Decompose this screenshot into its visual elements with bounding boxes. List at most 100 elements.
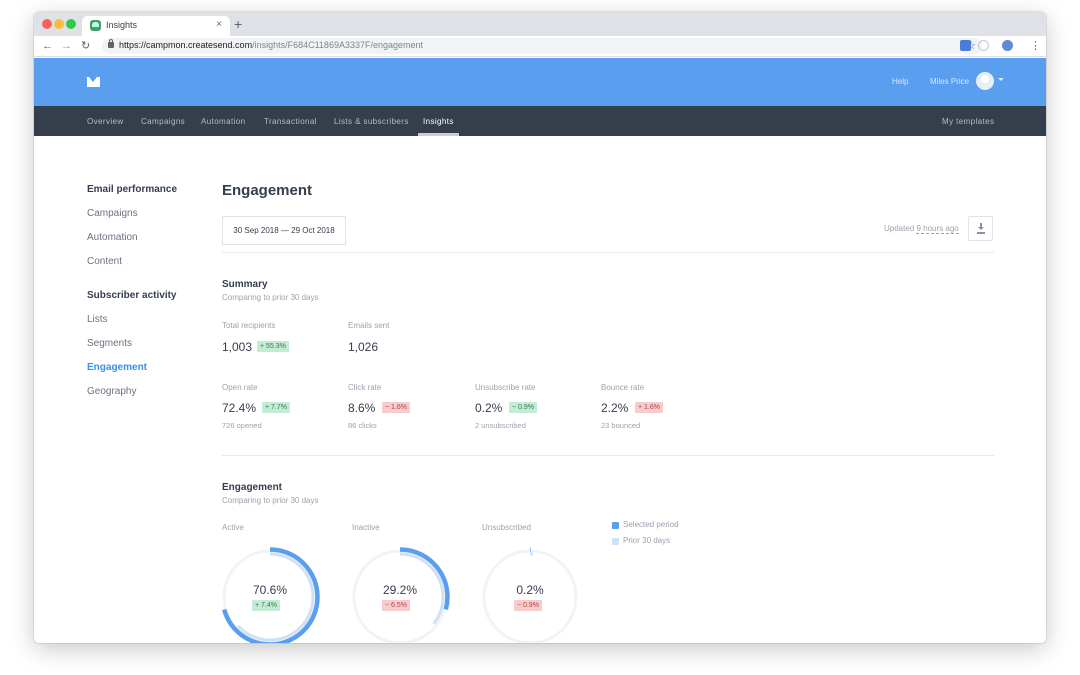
address-bar: ← → ↻ https://campmon.createsend.com/ins… (34, 36, 1046, 57)
favicon-icon (90, 20, 101, 31)
donut-change-badge-active: + 7.4% (252, 600, 280, 611)
donut-value-unsubscribed: 0.2% (516, 583, 544, 597)
help-link[interactable]: Help (892, 77, 909, 86)
bookmark-star-icon[interactable]: ☆ (966, 40, 976, 52)
donut-arc-selected (220, 547, 320, 643)
sidebar-heading-email: Email performance (87, 184, 178, 195)
donut-change-badge-inactive: − 6.5% (382, 600, 410, 611)
updated-ago[interactable]: 9 hours ago (916, 224, 959, 234)
campaign-monitor-logo-icon[interactable] (87, 77, 100, 87)
donut-arc-prior (485, 552, 575, 642)
bounce-rate-value: 2.2% (601, 401, 629, 415)
nav-transactional[interactable]: Transactional (264, 117, 317, 126)
donut-label-unsubscribed: Unsubscribed (482, 523, 531, 532)
extension-icon[interactable] (978, 40, 989, 51)
tab-title: Insights (106, 20, 138, 30)
donut-change-badge-unsubscribed: − 0.9% (514, 600, 542, 611)
app-header: Help Miles Price (34, 58, 1046, 106)
sidebar-item-geography[interactable]: Geography (87, 386, 137, 397)
url-text: https://campmon.createsend.com/insights/… (119, 40, 424, 50)
nav-active-indicator (418, 133, 459, 136)
open-rate-note: 726 opened (222, 421, 262, 430)
open-rate-value: 72.4% (222, 401, 257, 415)
browser-tab[interactable]: Insights × (82, 16, 230, 36)
total-recipients-value: 1,003 (222, 340, 253, 354)
browser-window: Insights × + ← → ↻ https://campmon.creat… (34, 12, 1046, 643)
summary-subheading: Comparing to prior 30 days (222, 293, 319, 302)
maximize-window-icon[interactable] (66, 19, 76, 29)
engagement-heading: Engagement (222, 482, 283, 493)
chevron-down-icon[interactable] (998, 78, 1004, 81)
click-rate-value: 8.6% (348, 401, 376, 415)
donut-value-active: 70.6% (252, 583, 288, 597)
legend-swatch-prior (612, 538, 619, 545)
click-rate-change-badge: − 1.6% (382, 402, 410, 413)
donut-chart-inactive (350, 547, 450, 643)
sidebar-item-content[interactable]: Content (87, 256, 123, 267)
download-button[interactable] (968, 216, 993, 241)
sidebar-item-segments[interactable]: Segments (87, 338, 133, 349)
donut-value-inactive: 29.2% (382, 583, 418, 597)
emails-sent-label: Emails sent (348, 321, 390, 330)
donut-arc-selected (480, 547, 580, 643)
page-title: Engagement (222, 182, 313, 199)
donut-label-inactive: Inactive (352, 523, 380, 532)
new-tab-button[interactable]: + (234, 16, 243, 32)
unsubscribe-rate-change-badge: − 0.9% (509, 402, 537, 413)
nav-automation[interactable]: Automation (201, 117, 246, 126)
unsubscribe-rate-value: 0.2% (475, 401, 503, 415)
donut-arc-prior (355, 552, 445, 642)
legend-swatch-selected (612, 522, 619, 529)
donut-arc-selected (350, 547, 450, 643)
main-nav: Overview Campaigns Automation Transactio… (34, 106, 1046, 136)
donut-chart-unsubscribed (480, 547, 580, 643)
download-icon (977, 223, 985, 234)
nav-lists-subscribers[interactable]: Lists & subscribers (334, 117, 409, 126)
engagement-subheading: Comparing to prior 30 days (222, 496, 319, 505)
sidebar-item-campaigns[interactable]: Campaigns (87, 208, 138, 219)
bounce-rate-note: 23 bounced (601, 421, 641, 430)
bounce-rate-change-badge: + 1.6% (635, 402, 663, 413)
total-recipients-change-badge: + 55.3% (257, 341, 289, 352)
donut-label-active: Active (222, 523, 244, 532)
close-window-icon[interactable] (42, 19, 52, 29)
unsubscribe-rate-note: 2 unsubscribed (475, 421, 526, 430)
lock-icon (108, 39, 114, 48)
tab-close-icon[interactable]: × (216, 19, 222, 30)
bounce-rate-label: Bounce rate (601, 383, 645, 392)
sidebar-heading-subscriber: Subscriber activity (87, 290, 177, 301)
click-rate-label: Click rate (348, 383, 382, 392)
divider (222, 252, 994, 253)
avatar[interactable] (976, 72, 994, 90)
open-rate-label: Open rate (222, 383, 258, 392)
summary-heading: Summary (222, 279, 268, 290)
user-name[interactable]: Miles Price (930, 77, 970, 86)
emails-sent-value: 1,026 (348, 340, 379, 354)
nav-overview[interactable]: Overview (87, 117, 124, 126)
updated-status: Updated 9 hours ago (884, 224, 959, 234)
tab-strip: Insights × + (34, 12, 1046, 36)
donut-track (482, 549, 578, 643)
url-field[interactable]: https://campmon.createsend.com/insights/… (102, 38, 982, 54)
nav-campaigns[interactable]: Campaigns (141, 117, 186, 126)
forward-icon[interactable]: → (61, 40, 72, 52)
profile-icon[interactable] (1002, 40, 1013, 51)
legend-label-selected: Selected period (623, 520, 679, 529)
nav-my-templates[interactable]: My templates (942, 117, 995, 126)
sidebar-item-lists[interactable]: Lists (87, 314, 108, 325)
legend-label-prior: Prior 30 days (623, 536, 671, 545)
date-range-picker[interactable]: 30 Sep 2018 — 29 Oct 2018 (222, 216, 346, 245)
open-rate-change-badge: + 7.7% (262, 402, 290, 413)
nav-insights[interactable]: Insights (423, 117, 454, 126)
donut-arc-prior (225, 552, 315, 642)
back-icon[interactable]: ← (42, 40, 53, 52)
reload-icon[interactable]: ↻ (81, 40, 91, 52)
extension-icon[interactable] (960, 40, 971, 51)
donut-chart-active (220, 547, 320, 643)
minimize-window-icon[interactable] (54, 19, 64, 29)
total-recipients-label: Total recipients (222, 321, 276, 330)
click-rate-note: 86 clicks (348, 421, 377, 430)
browser-menu-icon[interactable]: ⋮ (1030, 40, 1041, 52)
sidebar-item-automation[interactable]: Automation (87, 232, 138, 243)
sidebar-item-engagement[interactable]: Engagement (87, 362, 148, 373)
